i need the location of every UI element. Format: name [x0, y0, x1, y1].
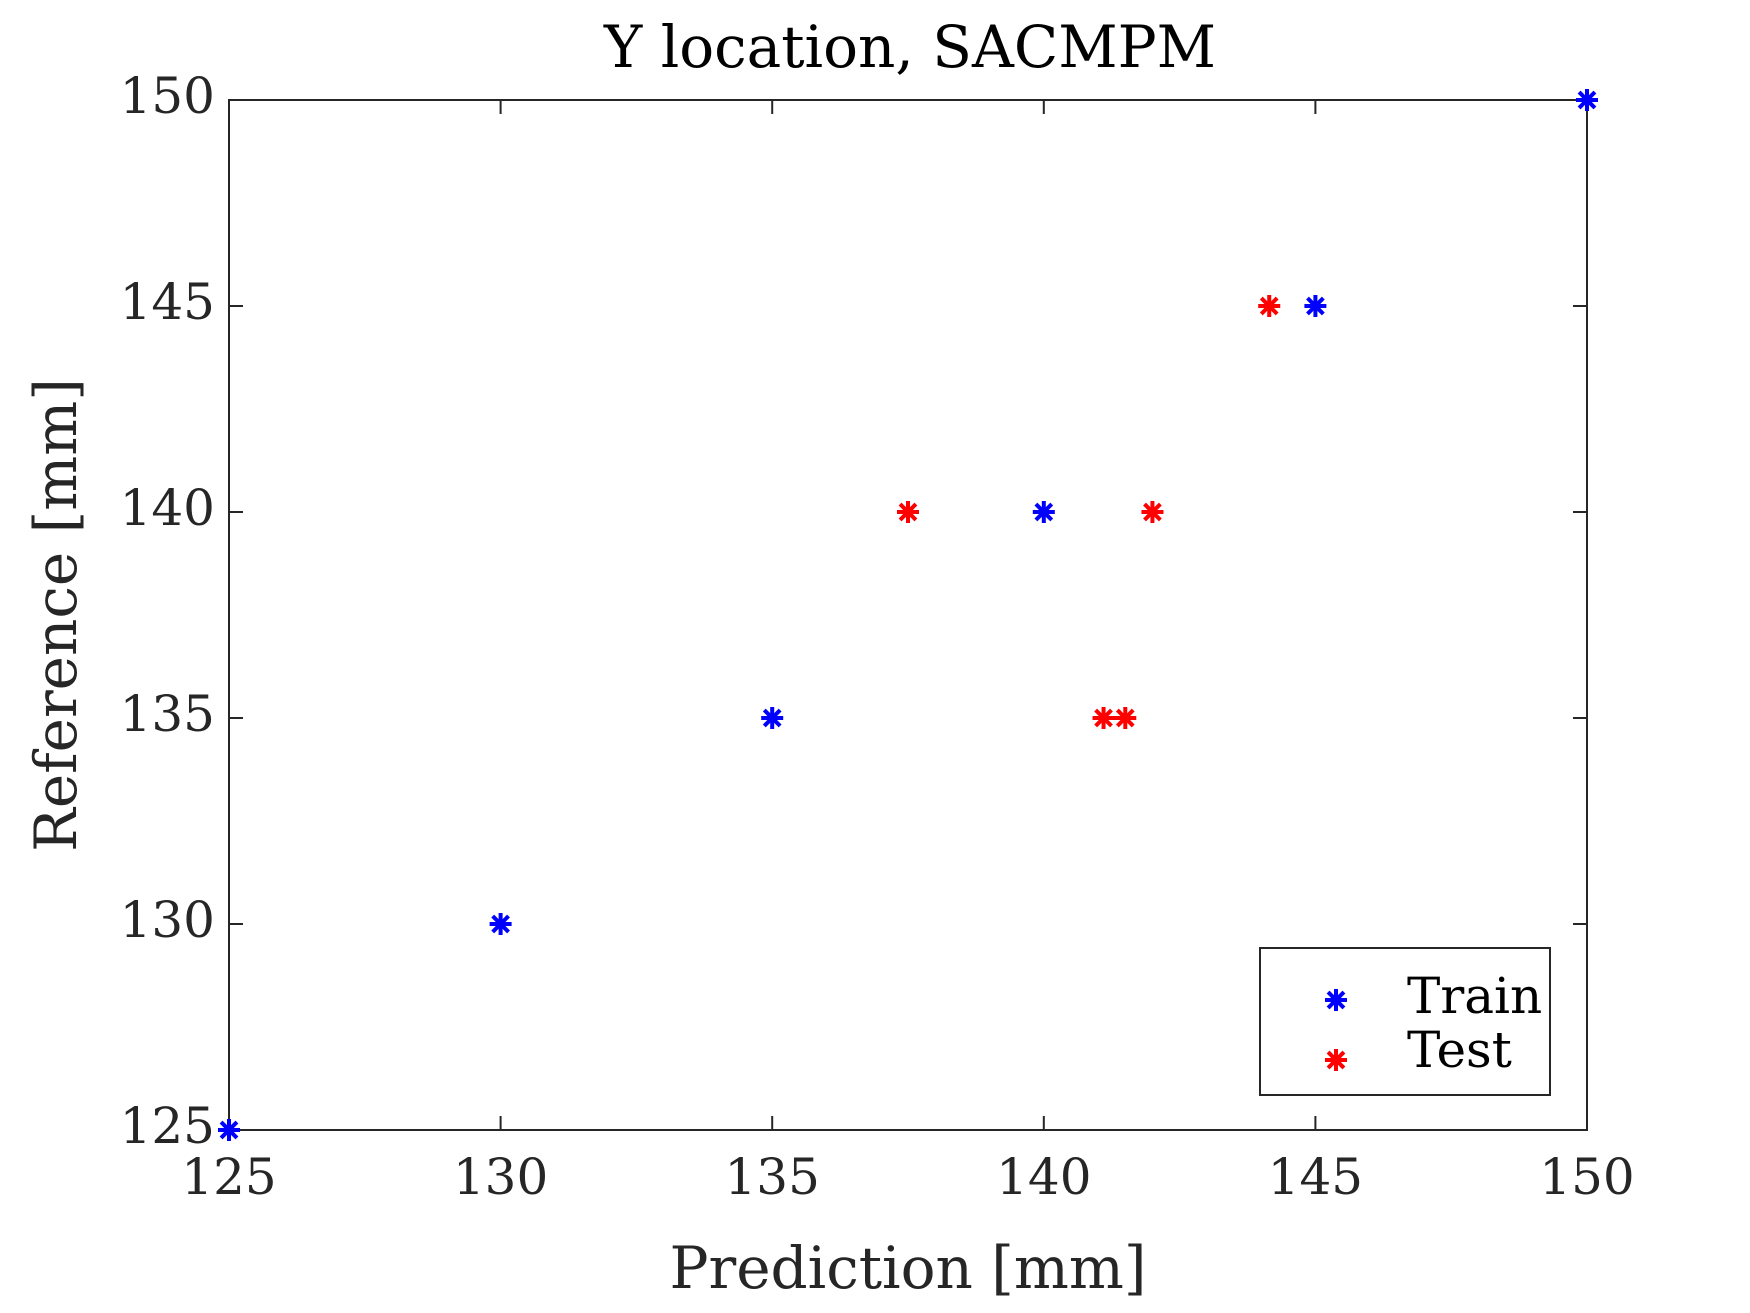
data-point-test [1114, 707, 1137, 729]
x-tick-label: 145 [1268, 1148, 1363, 1206]
data-point-train [1032, 501, 1055, 523]
data-point-test [1258, 295, 1281, 317]
legend-label-train: Train [1407, 967, 1542, 1025]
x-axis-title: Prediction [mm] [669, 1234, 1146, 1302]
legend-markers [1325, 989, 1347, 1071]
y-tick-label: 140 [120, 479, 215, 537]
data-point-test [897, 501, 919, 523]
data-point-test [1141, 501, 1164, 523]
data-point-train [761, 707, 784, 729]
legend-marker-train [1325, 989, 1347, 1011]
y-axis-ticks: 125 130 135 140 145 150 [120, 67, 1587, 1155]
legend: Train Test [1259, 947, 1551, 1096]
legend-box [1259, 947, 1551, 1096]
y-tick-label: 135 [120, 685, 215, 743]
data-point-train [1576, 89, 1598, 111]
y-tick-label: 150 [120, 67, 215, 125]
data-point-train [218, 1119, 240, 1141]
data-point-test [1092, 707, 1115, 729]
x-tick-label: 140 [996, 1148, 1091, 1206]
data-point-train [1304, 295, 1327, 317]
legend-marker-test [1325, 1049, 1347, 1071]
x-tick-label: 135 [724, 1148, 819, 1206]
data-point-train [489, 913, 512, 935]
x-tick-label: 125 [181, 1148, 276, 1206]
y-tick-label: 125 [120, 1097, 215, 1155]
x-tick-label: 130 [453, 1148, 548, 1206]
y-axis-title: Reference [mm] [22, 378, 90, 852]
x-tick-label: 150 [1539, 1148, 1634, 1206]
data-points [218, 89, 1598, 1141]
chart-title: Y location, SACMPM [603, 13, 1216, 81]
x-axis-ticks: 125 130 135 140 145 150 [181, 100, 1635, 1206]
y-tick-label: 130 [120, 891, 215, 949]
legend-label-test: Test [1407, 1021, 1512, 1079]
y-tick-label: 145 [120, 273, 215, 331]
